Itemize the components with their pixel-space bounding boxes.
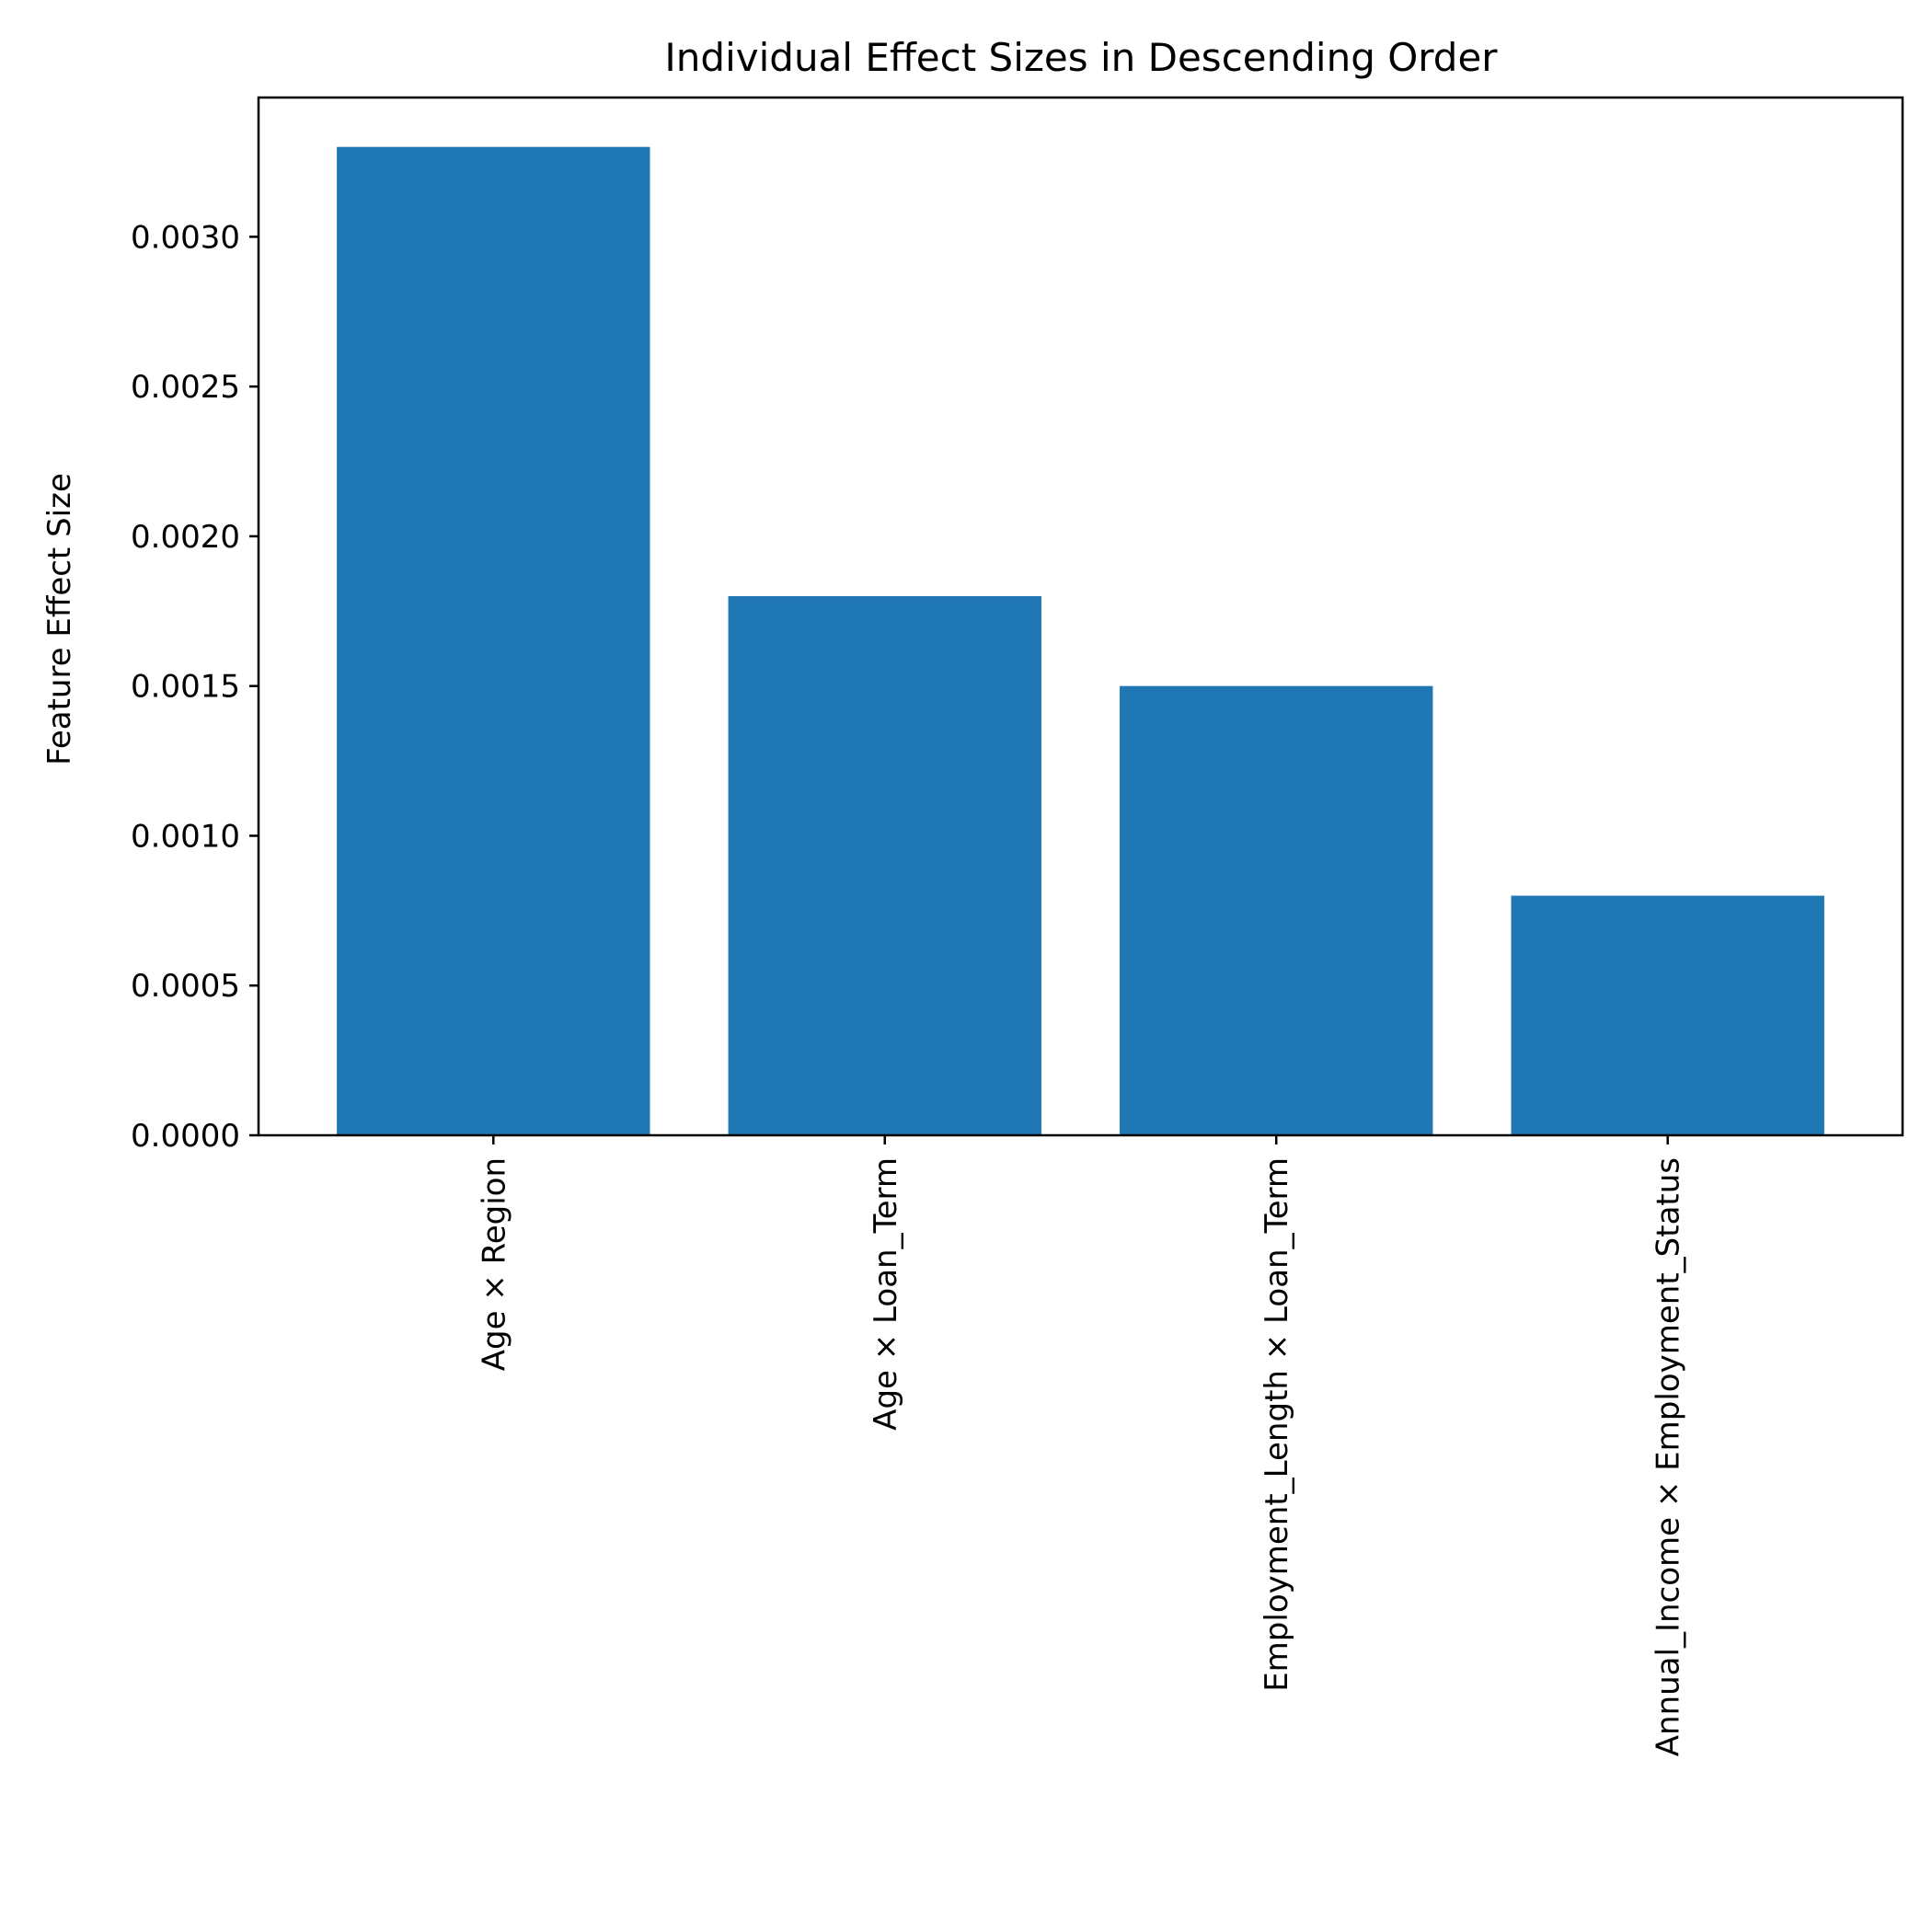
y-tick-label: 0.0000 (131, 1118, 240, 1155)
y-axis-ticks: 0.0000 0.0005 0.0010 0.0015 0.0020 0.0025 0.00… (131, 219, 259, 1155)
y-tick-label: 0.0020 (131, 519, 240, 556)
bar-0 (337, 146, 650, 1136)
y-tick-label: 0.0005 (131, 968, 240, 1005)
plot-area-frame (257, 96, 1904, 1137)
y-tick-label: 0.0030 (131, 219, 240, 256)
bar-3 (1511, 895, 1824, 1135)
x-tick-label: Age × Loan_Term (868, 1157, 904, 1431)
x-tick-label: Age × Region (476, 1157, 512, 1371)
bar-1 (728, 596, 1041, 1135)
y-axis-label: Feature Effect Size (41, 473, 78, 765)
y-tick-label: 0.0015 (131, 669, 240, 706)
chart-title: Individual Effect Sizes in Descending Or… (664, 35, 1498, 80)
y-tick-label: 0.0010 (131, 818, 240, 855)
bars-layer (337, 146, 1824, 1136)
y-tick-label: 0.0025 (131, 369, 240, 406)
bar-2 (1120, 685, 1433, 1135)
x-tick-label: Employment_Length × Loan_Term (1259, 1157, 1295, 1692)
x-tick-label: Annual_Income × Employment_Status (1650, 1157, 1687, 1756)
x-axis-ticks: Age × Region Age × Loan_Term Employment_Le… (476, 1135, 1687, 1756)
